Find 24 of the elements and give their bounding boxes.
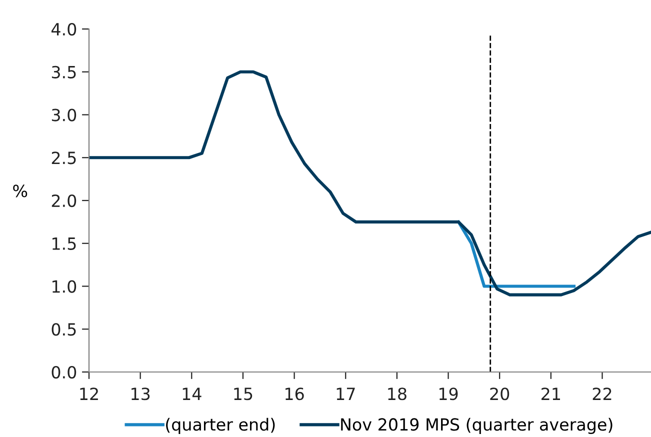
x-tick-label: 15: [234, 388, 252, 400]
x-tick-label: 16: [286, 388, 304, 400]
x-tick-label: 21: [542, 388, 560, 400]
y-tick-label: 4.0: [52, 22, 76, 36]
x-tick-label: 20: [490, 388, 510, 400]
y-tick-label: 1.0: [52, 280, 76, 293]
y-axis-title: %: [13, 184, 28, 198]
x-tick-label: 18: [388, 388, 406, 400]
y-tick-label: 3.5: [52, 66, 76, 78]
x-tick-label: 19: [439, 388, 458, 400]
y-tick-label: 0.5: [52, 323, 76, 336]
y-tick-label: 2.0: [52, 194, 76, 208]
x-tick-label: 17: [336, 388, 355, 400]
y-tick-label: 1.5: [52, 238, 76, 250]
x-tick-label: 22: [592, 388, 612, 400]
line-series: [89, 70, 651, 296]
y-tick-label: 3.0: [52, 108, 76, 122]
y-tick-label: 0.0: [52, 366, 76, 379]
x-tick-label: 12: [80, 388, 98, 400]
x-tick-label: 14: [182, 388, 202, 400]
y-tick-label: 2.5: [52, 152, 76, 164]
x-tick-label: 13: [132, 388, 150, 400]
legend-label: (quarter end): [166, 418, 275, 434]
legend-label: Nov 2019 MPS (quarter average): [341, 418, 612, 434]
